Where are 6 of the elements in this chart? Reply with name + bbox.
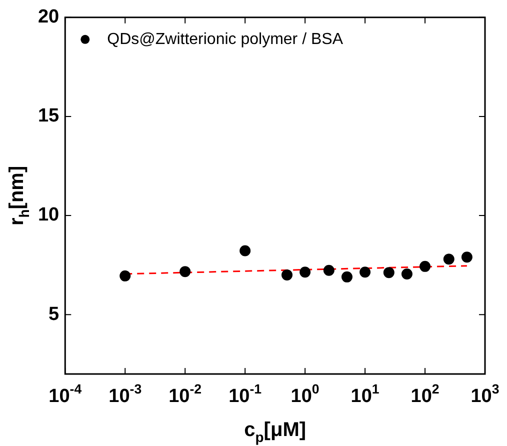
y-tick-label: 10 — [38, 204, 60, 226]
y-tick-label: 20 — [38, 6, 60, 28]
y-tick-label: 15 — [38, 106, 60, 127]
legend-label: QDs@Zwitterionic polymer / BSA — [107, 30, 344, 48]
y-tick-label: 5 — [48, 304, 60, 325]
y-axis-title: rh[nm] — [6, 166, 32, 226]
